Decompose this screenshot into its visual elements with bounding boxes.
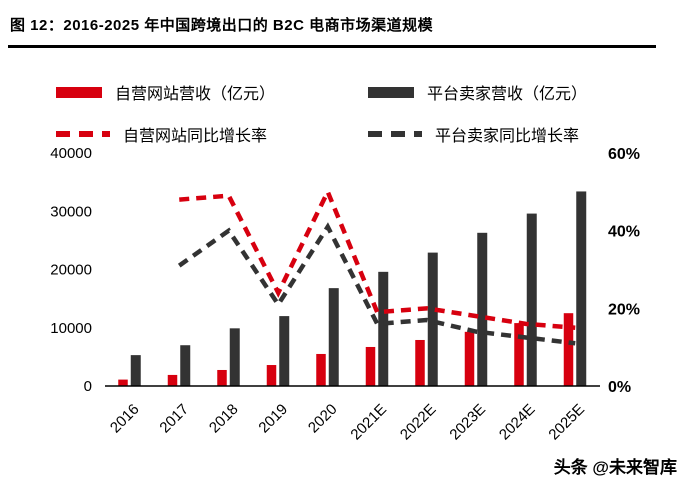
red-bar-swatch-icon <box>56 86 102 98</box>
self-operated-revenue-bars <box>118 313 574 386</box>
svg-text:2025E: 2025E <box>545 401 588 444</box>
figure-header: 图 12：2016-2025 年中国跨境出口的 B2C 电商市场渠道规模 <box>8 8 656 48</box>
svg-text:2022E: 2022E <box>397 401 440 444</box>
svg-text:2020: 2020 <box>305 401 341 437</box>
svg-text:2017: 2017 <box>156 401 192 437</box>
svg-text:2021E: 2021E <box>347 401 390 444</box>
svg-text:40%: 40% <box>608 224 640 241</box>
legend-label: 平台卖家营收（亿元） <box>427 86 588 103</box>
legend-label: 自营网站营收（亿元） <box>115 86 276 103</box>
svg-text:20000: 20000 <box>50 262 92 279</box>
platform-seller-growth-line <box>177 222 576 346</box>
legend-item-platform-seller-revenue: 平台卖家营收（亿元） <box>368 80 636 104</box>
right-axis-tick-labels: 0% 20% 40% 60% <box>608 146 640 396</box>
svg-text:2023E: 2023E <box>446 401 489 444</box>
svg-text:10000: 10000 <box>50 320 92 337</box>
black-bar-swatch-icon <box>368 86 414 98</box>
svg-text:0: 0 <box>84 378 92 395</box>
chart-title: 图 12：2016-2025 年中国跨境出口的 B2C 电商市场渠道规模 <box>10 17 434 34</box>
left-axis-tick-labels: 0 10000 20000 30000 40000 <box>50 145 92 395</box>
svg-text:2016: 2016 <box>107 401 143 437</box>
x-axis-category-labels: 2016 2017 2018 2019 2020 2021E 2022E 2023E 2024E… <box>107 401 588 444</box>
svg-text:2019: 2019 <box>255 401 291 437</box>
svg-text:20%: 20% <box>608 301 640 318</box>
red-dashed-line-swatch-icon <box>56 131 110 137</box>
svg-text:2024E: 2024E <box>496 401 539 444</box>
legend-label: 自营网站同比增长率 <box>123 128 268 145</box>
svg-text:60%: 60% <box>608 146 640 163</box>
platform-seller-revenue-bars <box>130 191 587 386</box>
svg-text:2018: 2018 <box>206 401 242 437</box>
legend-label: 平台卖家同比增长率 <box>435 128 580 145</box>
black-dashed-line-swatch-icon <box>368 131 422 137</box>
watermark: 头条 @未来智库 <box>553 458 677 477</box>
chart-canvas: 0 10000 20000 30000 40000 0% 20% 40% 60% 2016 2017… <box>50 145 640 444</box>
self-operated-growth-line <box>179 186 576 330</box>
svg-text:30000: 30000 <box>50 203 92 220</box>
legend-item-self-operated-revenue: 自营网站营收（亿元） <box>56 80 368 104</box>
legend-item-self-operated-growth: 自营网站同比增长率 <box>56 122 368 146</box>
legend-item-platform-seller-growth: 平台卖家同比增长率 <box>368 122 636 146</box>
svg-text:0%: 0% <box>608 379 631 396</box>
chart-legend: 自营网站营收（亿元） 平台卖家营收（亿元） 自营网站同比增长率 平台卖家同比增长… <box>56 80 636 146</box>
svg-text:40000: 40000 <box>50 145 92 162</box>
